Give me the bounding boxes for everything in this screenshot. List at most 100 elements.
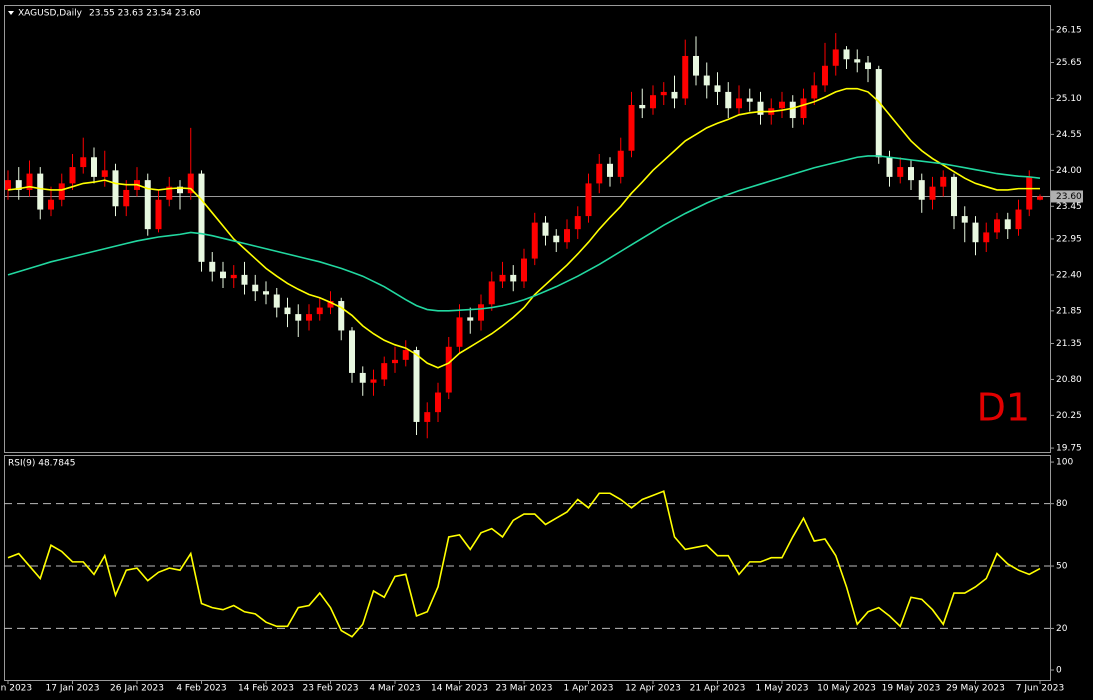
candle-body [746,98,753,102]
last-price-label: 23.60 [1056,192,1082,202]
candle-body [703,75,710,86]
candle-body [80,157,87,168]
candle-body [854,59,861,63]
candle-body [811,85,818,99]
candle-body [402,350,409,360]
candle-body [628,104,635,151]
candle-body [220,271,226,279]
indicator-tick-label: 50 [1056,562,1068,572]
candle-body [725,91,732,109]
candle-body [682,55,689,99]
candle-body [843,49,850,60]
candle-body [144,180,151,230]
candle-body [875,69,882,158]
indicator-title: RSI(9) 48.7845 [8,459,75,469]
candle-body [918,180,925,200]
y-tick-label: 20.80 [1056,375,1082,385]
candle-body [101,170,108,177]
y-tick-label: 19.75 [1056,444,1082,454]
candle-body [510,274,517,282]
candle-body [230,274,237,279]
candle-body [972,222,979,243]
x-tick-label: 4 Feb 2023 [176,684,226,694]
candle-body [789,101,796,119]
candle-body [370,379,377,383]
y-tick-label: 24.55 [1056,130,1082,140]
candle-body [714,85,721,92]
x-tick-label: 23 Feb 2023 [302,684,358,694]
candle-body [327,301,334,308]
menu-arrow[interactable] [8,11,14,15]
x-tick-label: 14 Mar 2023 [431,684,488,694]
candle-body [349,330,355,373]
indicator-tick-label: 20 [1056,624,1068,634]
candle-body [467,317,474,321]
candle-body [123,189,130,207]
x-tick-label: 17 Jan 2023 [46,684,100,694]
candle-body [295,314,302,321]
candle-body [445,346,452,393]
x-tick-label: 7 Jan 2023 [0,684,32,694]
candle-body [252,284,259,292]
x-tick-label: 1 Apr 2023 [564,684,614,694]
candle-body [284,307,291,315]
x-tick-label: 12 Apr 2023 [625,684,681,694]
candle-body [574,216,581,230]
y-tick-label: 24.00 [1056,166,1082,176]
candle-body [940,176,947,187]
candle-body [413,350,420,422]
candle-body [499,274,506,282]
candle-body [37,173,44,210]
candle-body [671,91,678,99]
candle-body [435,392,441,413]
candle-body [478,304,484,321]
indicator-panel [4,455,1051,681]
candle-body [757,101,764,115]
chart-title: XAGUSD,Daily [18,9,83,19]
candle-body [660,91,667,96]
candle-body [585,183,592,217]
y-tick-label: 22.40 [1056,270,1082,280]
x-tick-label: 23 Mar 2023 [495,684,552,694]
candle-body [392,359,398,364]
x-tick-label: 4 Mar 2023 [369,684,420,694]
candle-body [381,363,388,380]
candle-body [908,167,914,181]
last-price-box [1051,190,1083,203]
candle-body [617,150,624,177]
candle-body [983,232,990,243]
candle-body [48,199,54,210]
y-tick-label: 25.65 [1056,58,1082,68]
candle-body [273,294,280,308]
candle-body [553,235,560,243]
candle-body [26,173,33,190]
candle-body [5,180,11,190]
x-tick-label: 19 May 2023 [882,684,941,694]
x-tick-label: 10 May 2023 [817,684,876,694]
candle-body [1037,196,1043,200]
x-tick-label: 7 Jun 2023 [1016,684,1064,694]
y-tick-label: 23.45 [1056,202,1082,212]
candle-body [241,274,248,285]
candle-body [177,186,183,194]
candle-body [961,216,968,223]
moving-average [7,87,1040,369]
x-tick-label: 26 Jan 2023 [110,684,164,694]
candle-body [306,314,312,321]
candle-body [596,163,603,184]
y-tick-label: 21.85 [1056,306,1082,316]
candle-body [112,170,119,207]
candle-body [822,65,828,86]
y-tick-label: 25.10 [1056,94,1082,104]
candle-body [263,291,269,295]
y-tick-label: 20.25 [1056,411,1082,421]
moving-average [7,155,1041,312]
candle-body [166,186,173,200]
candle-body [650,95,656,109]
rsi-line [7,490,1041,638]
candle-body [1015,209,1022,230]
candle-body [886,157,893,177]
candle-body [779,101,785,109]
y-tick-label: 22.95 [1056,234,1082,244]
candle-body [1026,176,1033,210]
